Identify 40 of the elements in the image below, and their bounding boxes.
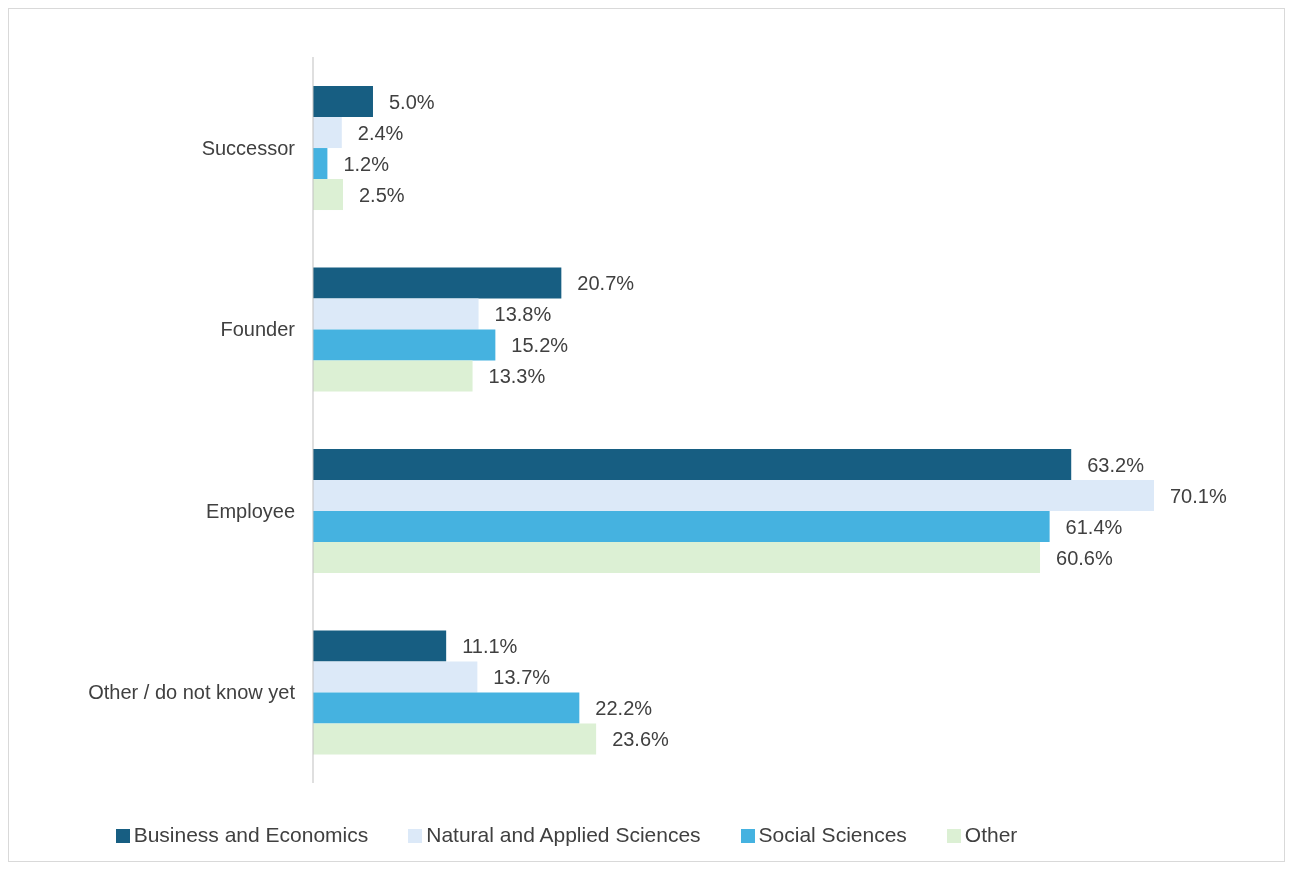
- bar: [313, 480, 1154, 512]
- bar: [313, 449, 1072, 481]
- data-label: 15.2%: [511, 334, 569, 357]
- y-tick-label: Employee: [206, 499, 295, 522]
- data-label: 13.3%: [488, 365, 546, 388]
- bar: [313, 542, 1041, 574]
- data-label: 63.2%: [1087, 453, 1145, 476]
- legend-label: Natural and Applied Sciences: [426, 823, 701, 846]
- data-label: 5.0%: [388, 90, 435, 113]
- bar: [313, 267, 562, 299]
- legend-label: Social Sciences: [758, 823, 907, 846]
- data-label: 2.4%: [357, 121, 404, 144]
- bar: [313, 360, 473, 392]
- legend-label: Business and Economics: [133, 823, 369, 846]
- y-tick-label: Founder: [220, 318, 296, 341]
- data-label: 20.7%: [577, 272, 635, 295]
- data-label: 1.2%: [343, 152, 390, 175]
- data-label: 11.1%: [462, 635, 518, 658]
- bar: [313, 661, 478, 693]
- bar: [313, 179, 343, 211]
- data-label: 22.2%: [595, 697, 653, 720]
- bar: [313, 298, 479, 330]
- legend-label: Other: [964, 823, 1018, 846]
- data-label: 70.1%: [1170, 484, 1227, 507]
- bar: [313, 723, 597, 755]
- bar: [313, 148, 328, 180]
- y-tick-label: Other / do not know yet: [88, 681, 296, 704]
- bar: [313, 86, 373, 118]
- bar: [313, 630, 447, 662]
- data-label: 2.5%: [358, 183, 405, 206]
- data-label: 13.8%: [494, 303, 552, 326]
- bar: [313, 511, 1050, 543]
- data-label: 23.6%: [612, 728, 670, 751]
- y-tick-label: Successor: [201, 136, 296, 159]
- data-label: 60.6%: [1056, 546, 1113, 569]
- bar: [313, 692, 580, 724]
- bar: [313, 117, 342, 149]
- bar: [313, 329, 496, 361]
- data-label: 61.4%: [1065, 515, 1123, 538]
- data-label: 13.7%: [493, 666, 551, 689]
